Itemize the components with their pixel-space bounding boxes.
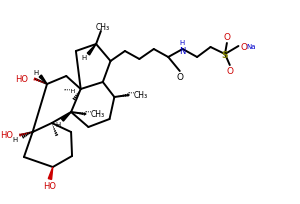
Text: N: N [179, 46, 186, 55]
Text: O: O [224, 33, 230, 42]
Text: CH₃: CH₃ [134, 91, 148, 100]
Text: ''''H: ''''H [64, 89, 76, 94]
Text: HO: HO [44, 182, 56, 191]
Polygon shape [87, 45, 96, 56]
Text: O: O [240, 42, 247, 51]
Text: O: O [176, 73, 183, 82]
Text: CH₃: CH₃ [90, 110, 104, 119]
Polygon shape [39, 76, 47, 85]
Text: H: H [12, 136, 17, 142]
Text: Na: Na [246, 44, 256, 50]
Text: H: H [34, 70, 39, 76]
Text: '''': '''' [128, 91, 135, 96]
Text: H: H [179, 40, 184, 46]
Polygon shape [61, 112, 71, 122]
Polygon shape [48, 167, 53, 180]
Text: O: O [226, 67, 233, 76]
Text: H: H [55, 121, 60, 127]
Text: HO: HO [15, 75, 28, 84]
Text: '''': '''' [85, 110, 92, 115]
Text: H: H [81, 55, 86, 61]
Text: CH₃: CH₃ [96, 22, 110, 31]
Text: S: S [222, 50, 228, 59]
Text: HO: HO [0, 131, 14, 140]
